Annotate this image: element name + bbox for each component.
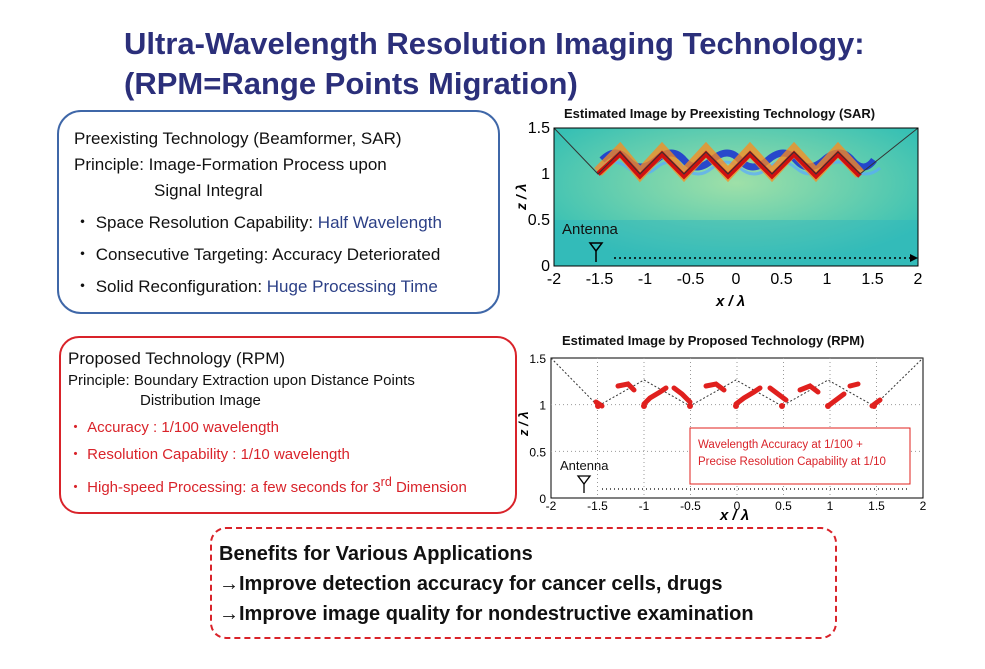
- bullet-label: ・ Consecutive Targeting: Accuracy Deteri…: [74, 245, 441, 264]
- x-tick-label: -1: [638, 271, 652, 288]
- x-tick-label: 1: [823, 271, 832, 288]
- y-tick-label: 1: [539, 399, 546, 413]
- rpm-antenna-label: Antenna: [560, 458, 609, 473]
- y-tick-label: 0.5: [528, 212, 550, 229]
- rpm-y-axis-label: z / λ: [516, 411, 531, 437]
- x-tick-label: 1.5: [868, 499, 885, 513]
- x-tick-label: 1.5: [861, 271, 883, 288]
- y-tick-label: 1.5: [528, 120, 550, 137]
- rpm-y-tick-labels: 0 0.5 1 1.5: [529, 352, 546, 506]
- preexisting-technology-box: Preexisting Technology (Beamformer, SAR)…: [57, 110, 500, 314]
- y-tick-label: 1.5: [529, 352, 546, 366]
- proposed-principle-line-1: Principle: Boundary Extraction upon Dist…: [68, 372, 415, 389]
- rpm-annotation-box: [689, 427, 911, 485]
- rpm-x-tick-labels: -2 -1.5 -1 -0.5 0 0.5 1 1.5 2: [546, 499, 927, 513]
- sar-plot: Antenna -2 -1.5 -1 -0.5 0 0.5 1 1.5 2 0 0.5 1 1.5 x…: [513, 120, 923, 310]
- bullet-value: Half Wavelength: [317, 213, 442, 232]
- antenna-icon: [588, 242, 604, 262]
- y-tick-label: 1: [541, 166, 550, 183]
- rpm-true-boundary-line: [550, 357, 924, 407]
- x-tick-label: -1.5: [587, 499, 608, 513]
- rpm-point-cloud: [593, 381, 883, 409]
- proposed-technology-box: Proposed Technology (RPM) Principle: Bou…: [59, 336, 517, 514]
- x-tick-label: 2: [914, 271, 923, 288]
- x-tick-label: 1: [827, 499, 834, 513]
- preexisting-bullet-resolution: ・ Space Resolution Capability: Half Wave…: [74, 210, 498, 236]
- bullet-tail: Dimension: [391, 479, 467, 496]
- proposed-bullet-processing: ・ High-speed Processing: a few seconds f…: [68, 472, 515, 498]
- sar-y-tick-labels: 0 0.5 1 1.5: [528, 120, 550, 275]
- y-tick-label: 0: [539, 492, 546, 506]
- x-tick-label: 0.5: [775, 499, 792, 513]
- benefit-line-1: →Improve detection accuracy for cancer c…: [219, 573, 723, 595]
- sar-y-axis-label: z / λ: [513, 184, 529, 211]
- sar-x-axis-label: x / λ: [715, 293, 745, 310]
- x-tick-label: -2: [546, 499, 557, 513]
- rpm-annotation-line-2: Precise Resolution Capability at 1/10: [698, 456, 886, 468]
- scan-arrowhead-icon: [910, 254, 918, 262]
- sar-plot-title: Estimated Image by Preexisting Technolog…: [564, 106, 876, 121]
- y-tick-label: 0.5: [529, 445, 546, 459]
- sar-antenna-label: Antenna: [562, 221, 619, 238]
- rpm-vertex-dots: [595, 403, 877, 409]
- x-tick-label: -1.5: [586, 271, 614, 288]
- sar-x-tick-labels: -2 -1.5 -1 -0.5 0 0.5 1 1.5 2: [547, 271, 923, 288]
- bullet-label: ・ Space Resolution Capability:: [74, 213, 318, 232]
- bullet-label: ・ Solid Reconfiguration:: [74, 277, 267, 296]
- preexisting-principle-line-1: Principle: Image-Formation Process upon: [74, 155, 387, 174]
- preexisting-heading: Preexisting Technology (Beamformer, SAR): [74, 129, 402, 148]
- sar-axes-frame: [553, 127, 919, 267]
- x-tick-label: 0: [732, 271, 741, 288]
- benefits-box: Benefits for Various Applications →Impro…: [210, 527, 837, 639]
- proposed-bullet-accuracy: ・ Accuracy : 1/100 wavelength: [68, 419, 279, 436]
- rpm-plot: Antenna -2 -1.5 -1 -0.5 0 0.5 1 1.5 2 0 0.5 1 1.5 x…: [516, 352, 927, 524]
- bullet-superscript: rd: [380, 475, 392, 489]
- page-title: Ultra-Wavelength Resolution Imaging Tech…: [124, 24, 865, 104]
- proposed-principle-line-2: Distribution Image: [140, 392, 261, 409]
- rpm-plot-title: Estimated Image by Proposed Technology (…: [562, 333, 865, 348]
- preexisting-bullet-targeting: ・ Consecutive Targeting: Accuracy Deteri…: [74, 242, 498, 268]
- x-tick-label: -0.5: [677, 271, 705, 288]
- sar-true-boundary-line: [553, 127, 919, 175]
- title-line-2: (RPM=Range Points Migration): [124, 66, 578, 101]
- proposed-heading: Proposed Technology (RPM): [68, 349, 286, 368]
- benefits-heading: Benefits for Various Applications: [219, 543, 533, 565]
- x-tick-label: 0.5: [770, 271, 792, 288]
- preexisting-principle-line-2: Signal Integral: [154, 181, 263, 200]
- antenna-icon: [576, 475, 592, 493]
- x-tick-label: 2: [920, 499, 927, 513]
- title-line-1: Ultra-Wavelength Resolution Imaging Tech…: [124, 26, 865, 61]
- x-tick-label: -1: [639, 499, 650, 513]
- benefit-line-2: →Improve image quality for nondestructiv…: [219, 603, 754, 625]
- rpm-annotation-line-1: Wavelength Accuracy at 1/100 +: [698, 439, 863, 451]
- proposed-bullet-resolution: ・ Resolution Capability : 1/10 wavelengt…: [68, 446, 350, 463]
- x-tick-label: -0.5: [680, 499, 701, 513]
- rpm-x-axis-label: x / λ: [719, 507, 749, 524]
- bullet-value: Huge Processing Time: [266, 277, 438, 296]
- x-tick-label: -2: [547, 271, 561, 288]
- preexisting-bullet-reconfiguration: ・ Solid Reconfiguration: Huge Processing…: [74, 274, 498, 300]
- y-tick-label: 0: [541, 258, 550, 275]
- x-tick-label: 0: [734, 499, 741, 513]
- bullet-text: ・ High-speed Processing: a few seconds f…: [68, 479, 381, 496]
